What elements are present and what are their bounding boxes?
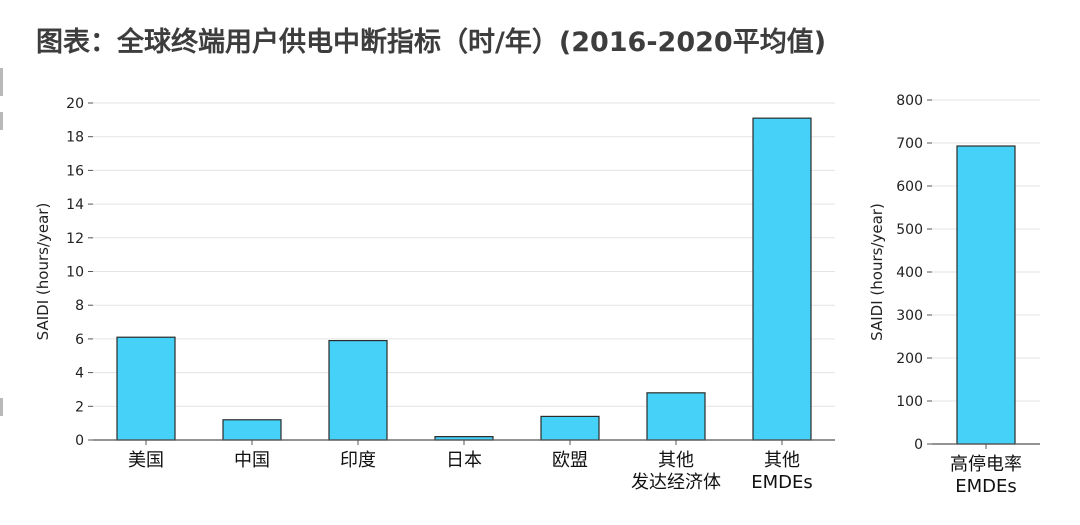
y-tick-label: 18 — [66, 130, 84, 146]
y-axis-label: SAIDI (hours/year) — [868, 203, 886, 341]
x-category-label: 发达经济体 — [631, 472, 721, 493]
y-tick-label: 100 — [896, 394, 923, 410]
x-category-label: 高停电率 — [950, 454, 1022, 475]
edge-marker — [0, 112, 3, 130]
x-category-label: 其他 — [658, 450, 694, 471]
y-tick-label: 400 — [896, 265, 923, 281]
x-category-label: EMDEs — [955, 476, 1017, 497]
y-tick-label: 20 — [66, 96, 84, 112]
y-tick-label: 500 — [896, 222, 923, 238]
edge-marker — [0, 68, 3, 96]
bar — [116, 336, 176, 441]
y-tick-label: 300 — [896, 308, 923, 324]
y-tick-label: 8 — [75, 298, 84, 314]
y-tick-label: 6 — [75, 332, 84, 348]
x-category-label: 日本 — [446, 450, 482, 471]
y-tick-label: 0 — [914, 437, 923, 453]
y-tick-label: 800 — [896, 93, 923, 109]
x-category-label: 印度 — [340, 450, 376, 471]
y-tick-label: 14 — [66, 197, 84, 213]
y-tick-label: 16 — [66, 163, 84, 179]
bar — [646, 392, 706, 441]
y-tick-label: 600 — [896, 179, 923, 195]
edge-marker — [0, 398, 3, 416]
page-title: 图表：全球终端用户供电中断指标（时/年）(2016-2020平均值) — [36, 27, 827, 58]
bar — [752, 117, 812, 441]
bar — [956, 145, 1016, 445]
x-category-label: 美国 — [128, 450, 164, 471]
y-tick-label: 700 — [896, 136, 923, 152]
y-tick-label: 4 — [75, 366, 84, 382]
y-tick-label: 200 — [896, 351, 923, 367]
y-tick-label: 0 — [75, 433, 84, 449]
x-category-label: 欧盟 — [552, 450, 588, 471]
x-category-label: 其他 — [764, 450, 800, 471]
y-tick-label: 12 — [66, 231, 84, 247]
y-tick-label: 2 — [75, 399, 84, 415]
x-category-label: 中国 — [234, 450, 270, 471]
y-tick-label: 10 — [66, 265, 84, 281]
y-axis-label: SAIDI (hours/year) — [34, 203, 52, 341]
x-category-label: EMDEs — [751, 472, 813, 493]
